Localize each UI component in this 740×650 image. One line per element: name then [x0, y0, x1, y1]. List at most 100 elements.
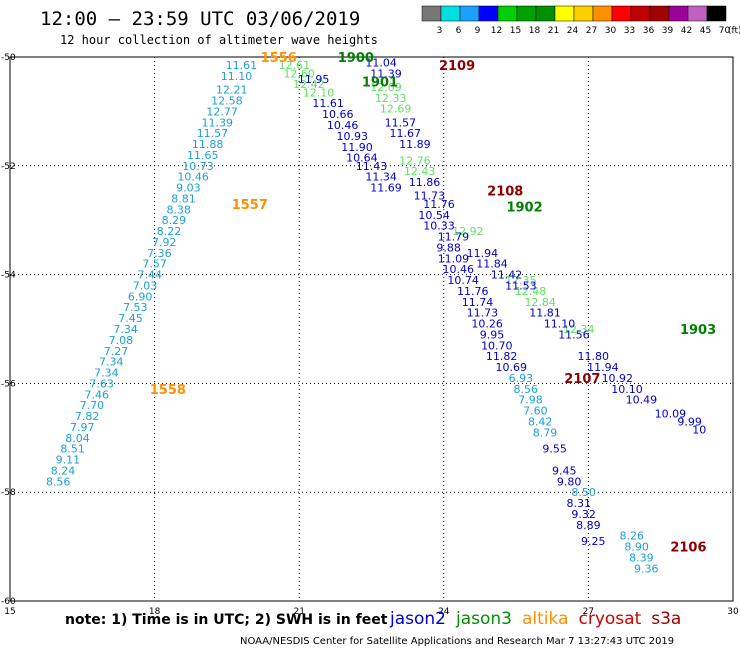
swh-value-label: 8.56 — [513, 383, 538, 396]
swh-value-label: 12.84 — [524, 296, 556, 309]
swh-value-label: 7.44 — [138, 269, 163, 282]
swh-value-label: 10.70 — [481, 339, 513, 352]
swh-value-label: 11.89 — [399, 138, 431, 151]
colorbar-unit: (ft) — [728, 26, 740, 36]
colorbar-label: 39 — [662, 26, 674, 36]
colorbar-swatch — [573, 5, 594, 22]
pass-label: 1900 — [338, 51, 374, 66]
swh-value-label: 11.74 — [462, 296, 494, 309]
colorbar-label: 21 — [548, 26, 559, 36]
swh-value-label: 12.43 — [404, 165, 436, 178]
swh-value-label: 12.58 — [211, 95, 243, 108]
swh-value-label: 12.69 — [380, 103, 412, 116]
swh-value-label: 12.09 — [370, 81, 402, 94]
footer-credit: NOAA/NESDIS Center for Satellite Applica… — [240, 636, 675, 647]
swh-value-label: 10.46 — [177, 171, 209, 184]
plot-frame — [9, 56, 734, 602]
swh-value-label: 7.70 — [80, 399, 105, 412]
swh-value-label: 7.53 — [123, 301, 148, 314]
swh-value-label: 10.46 — [443, 263, 475, 276]
swh-value-label: 7.34 — [99, 356, 124, 369]
colorbar-label: 36 — [643, 26, 655, 36]
colorbar-label: 70 — [719, 26, 731, 36]
swh-value-label: 11.61 — [312, 97, 344, 110]
swh-value-label: 9.03 — [176, 182, 201, 195]
satellite-name: jason2 — [390, 609, 446, 629]
colorbar-label: 3 — [437, 26, 443, 36]
swh-value-label: 11.53 — [505, 279, 537, 292]
swh-value-label: 8.39 — [629, 551, 654, 564]
x-tick-label: 27 — [583, 607, 594, 617]
swh-value-label: 10.46 — [327, 119, 359, 132]
x-tick-label: 18 — [149, 607, 161, 617]
swh-value-label: 9.95 — [480, 328, 505, 341]
y-tick-label: -52 — [1, 162, 16, 172]
swh-value-label: 11.39 — [370, 67, 402, 80]
swh-value-label: 11.57 — [385, 116, 417, 129]
swh-value-label: 9.99 — [677, 415, 702, 428]
swh-value-label: 12.10 — [303, 86, 335, 99]
colorbar-swatch — [668, 5, 689, 22]
colorbar-swatch — [649, 5, 670, 22]
x-tick-label: 24 — [438, 607, 450, 617]
swh-value-label: 11.10 — [544, 318, 576, 331]
y-tick-label: -58 — [1, 488, 16, 498]
satellite-name: jason3 — [456, 609, 512, 629]
swh-value-label: 11.79 — [438, 231, 470, 244]
swh-value-label: 11.80 — [577, 350, 609, 363]
swh-value-label: 11.34 — [365, 171, 397, 184]
colorbar-swatch — [459, 5, 480, 22]
y-tick-label: -56 — [1, 379, 16, 389]
swh-value-label: 8.90 — [624, 541, 649, 554]
swh-value-label: 11.84 — [476, 258, 508, 271]
swh-value-label: 10.33 — [423, 220, 455, 233]
swh-value-label: 11.90 — [341, 141, 373, 154]
swh-value-label: 10 — [692, 424, 706, 437]
pass-labels: 1556 1900 2109 1901 1557 2108 1902 1903 1558 2107… — [150, 51, 716, 556]
axis-ticks: 15 18 21 24 27 30 -50 -52 -54 -56 -58 -60 — [1, 53, 739, 617]
swh-value-label: 12.34 — [563, 323, 595, 336]
swh-value-label: 11.73 — [467, 307, 499, 320]
swh-value-label: 12.35 — [505, 274, 537, 287]
swh-value-label: 11.67 — [389, 127, 421, 140]
colorbar-label: 9 — [475, 26, 481, 36]
chart-subtitle: 12 hour collection of altimeter wave hei… — [60, 33, 378, 47]
swh-value-label: 9.80 — [557, 475, 582, 488]
colorbar-label: 45 — [700, 26, 711, 36]
satellite-name: cryosat — [578, 609, 642, 629]
swh-value-label: 7.34 — [94, 367, 119, 380]
swh-value-label: 11.76 — [423, 198, 455, 211]
swh-value-label: 9.36 — [634, 562, 659, 575]
colorbar-swatch — [497, 5, 518, 22]
swh-value-label: 12.21 — [216, 84, 248, 97]
swh-value-label: 12.76 — [399, 154, 431, 167]
swh-value-label: 8.56 — [46, 475, 71, 488]
swh-value-label: 9.25 — [581, 535, 606, 548]
swh-value-label: 8.31 — [567, 497, 592, 510]
swh-value-label: 7.92 — [152, 236, 177, 249]
swh-value-label: 10.66 — [322, 108, 354, 121]
satellite-legend: jason2 jason3 altika cryosat s3a — [390, 609, 691, 629]
pass-label: 1902 — [506, 201, 542, 216]
satellite-name: altika — [522, 609, 569, 629]
colorbar-label: 18 — [529, 26, 541, 36]
swh-value-label: 11.43 — [356, 160, 388, 173]
swh-value-label: 11.81 — [529, 307, 561, 320]
x-tick-label: 15 — [4, 607, 15, 617]
x-tick-label: 30 — [727, 607, 739, 617]
swh-value-label: 11.69 — [370, 182, 402, 195]
swh-value-label: 10.10 — [611, 383, 643, 396]
swh-value-label: 10.93 — [336, 130, 368, 143]
swh-value-label: 9.55 — [542, 443, 567, 456]
chart-grid — [10, 57, 733, 601]
swh-value-label: 10.49 — [626, 394, 658, 407]
swh-value-label: 8.51 — [60, 443, 85, 456]
swh-value-label: 6.93 — [509, 372, 534, 385]
swh-value-label: 11.39 — [202, 116, 234, 129]
swh-value-label: 11.04 — [365, 56, 397, 69]
swh-value-label: 10.74 — [447, 274, 479, 287]
pass-label: 2106 — [670, 541, 706, 556]
y-tick-label: -50 — [1, 53, 16, 63]
